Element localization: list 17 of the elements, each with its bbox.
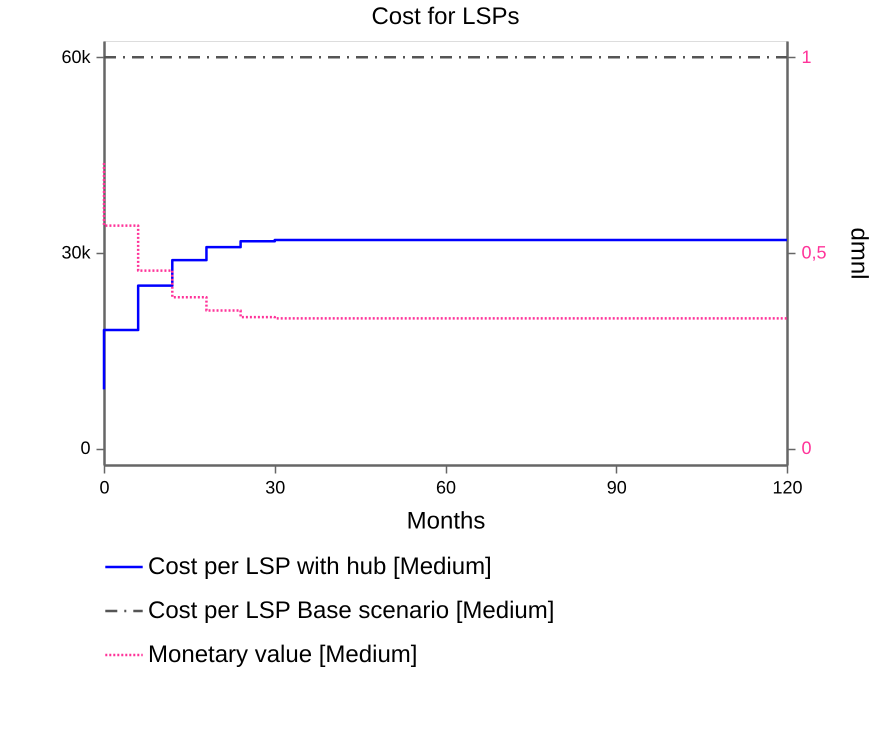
x-tick-label: 30 [265,478,286,498]
y2-tick-label: 0,5 [802,242,827,262]
legend-label: Monetary value [Medium] [148,641,418,668]
chart-title: Cost for LSPs [371,3,520,30]
x-tick-label: 120 [772,478,803,498]
x-axis-title: Months [406,508,486,534]
legend-label: Cost per LSP Base scenario [Medium] [148,597,554,624]
y2-tick-label: 1 [802,46,812,67]
y2-axis-title: dmnl [846,227,873,280]
legend-label: Cost per LSP with hub [Medium] [148,553,492,580]
y2-tick-label: 0 [802,438,812,458]
y-tick-label: 0 [80,438,90,458]
x-tick-label: 90 [606,478,627,498]
x-tick-label: 60 [436,478,456,498]
x-tick-label: 0 [99,478,110,498]
y-tick-label: 30k [61,242,92,262]
y-tick-label: 60k [61,46,92,67]
